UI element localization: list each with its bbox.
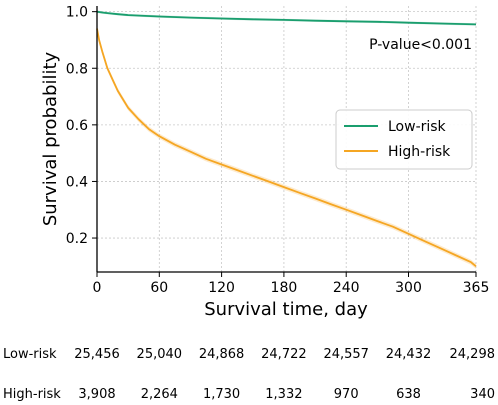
confidence-band-high-risk: [97, 26, 476, 269]
risk-table-cell: 24,868: [199, 347, 245, 362]
risk-table-cell: 970: [334, 387, 359, 402]
risk-table-cell: 2,264: [141, 387, 178, 402]
x-tick-label: 240: [333, 280, 360, 296]
x-tick-label: 60: [150, 280, 168, 296]
risk-table-cell: 340: [470, 387, 495, 402]
risk-table-cell: 24,722: [261, 347, 307, 362]
x-tick-label: 300: [395, 280, 422, 296]
y-tick-label: 0.8: [66, 61, 88, 77]
risk-table-cell: 24,432: [386, 347, 432, 362]
risk-table-row-label: High-risk: [3, 387, 61, 402]
legend-label-low-risk: Low-risk: [388, 119, 447, 135]
risk-table-cell: 25,456: [74, 347, 120, 362]
y-axis-label: Survival probability: [40, 51, 61, 226]
x-tick-label: 180: [271, 280, 298, 296]
risk-table-cell: 638: [396, 387, 421, 402]
y-tick-label: 1.0: [66, 5, 88, 21]
survival-lines: [96, 10, 477, 268]
legend-label-high-risk: High-risk: [388, 144, 451, 160]
risk-table: Low-risk 25,456 25,040 24,868 24,722 24,557 24…: [3, 347, 495, 402]
axis-ticks: 0 60 120 180 240 300 365 0.2 0.4 0.6 0.8 1.0: [66, 5, 490, 296]
risk-table-cell: 3,908: [78, 387, 115, 402]
y-tick-label: 0.4: [66, 174, 88, 190]
series-line-low-risk: [96, 10, 477, 26]
legend-box: [335, 109, 473, 170]
y-tick-label: 0.6: [66, 118, 88, 134]
risk-table-cell: 1,332: [265, 387, 302, 402]
risk-table-row-label: Low-risk: [3, 347, 57, 362]
x-tick-label: 120: [208, 280, 235, 296]
risk-table-cell: 24,557: [323, 347, 369, 362]
legend: Low-risk High-risk: [335, 109, 473, 170]
risk-table-cell: 1,730: [203, 387, 240, 402]
risk-table-cell: 24,298: [450, 347, 496, 362]
x-tick-label: 365: [463, 280, 490, 296]
p-value-annotation: P-value<0.001: [369, 37, 472, 53]
x-axis-label: Survival time, day: [204, 299, 368, 320]
series-line-high-risk: [96, 28, 477, 268]
x-tick-label: 0: [93, 280, 102, 296]
y-tick-label: 0.2: [66, 231, 88, 247]
risk-table-cell: 25,040: [137, 347, 183, 362]
